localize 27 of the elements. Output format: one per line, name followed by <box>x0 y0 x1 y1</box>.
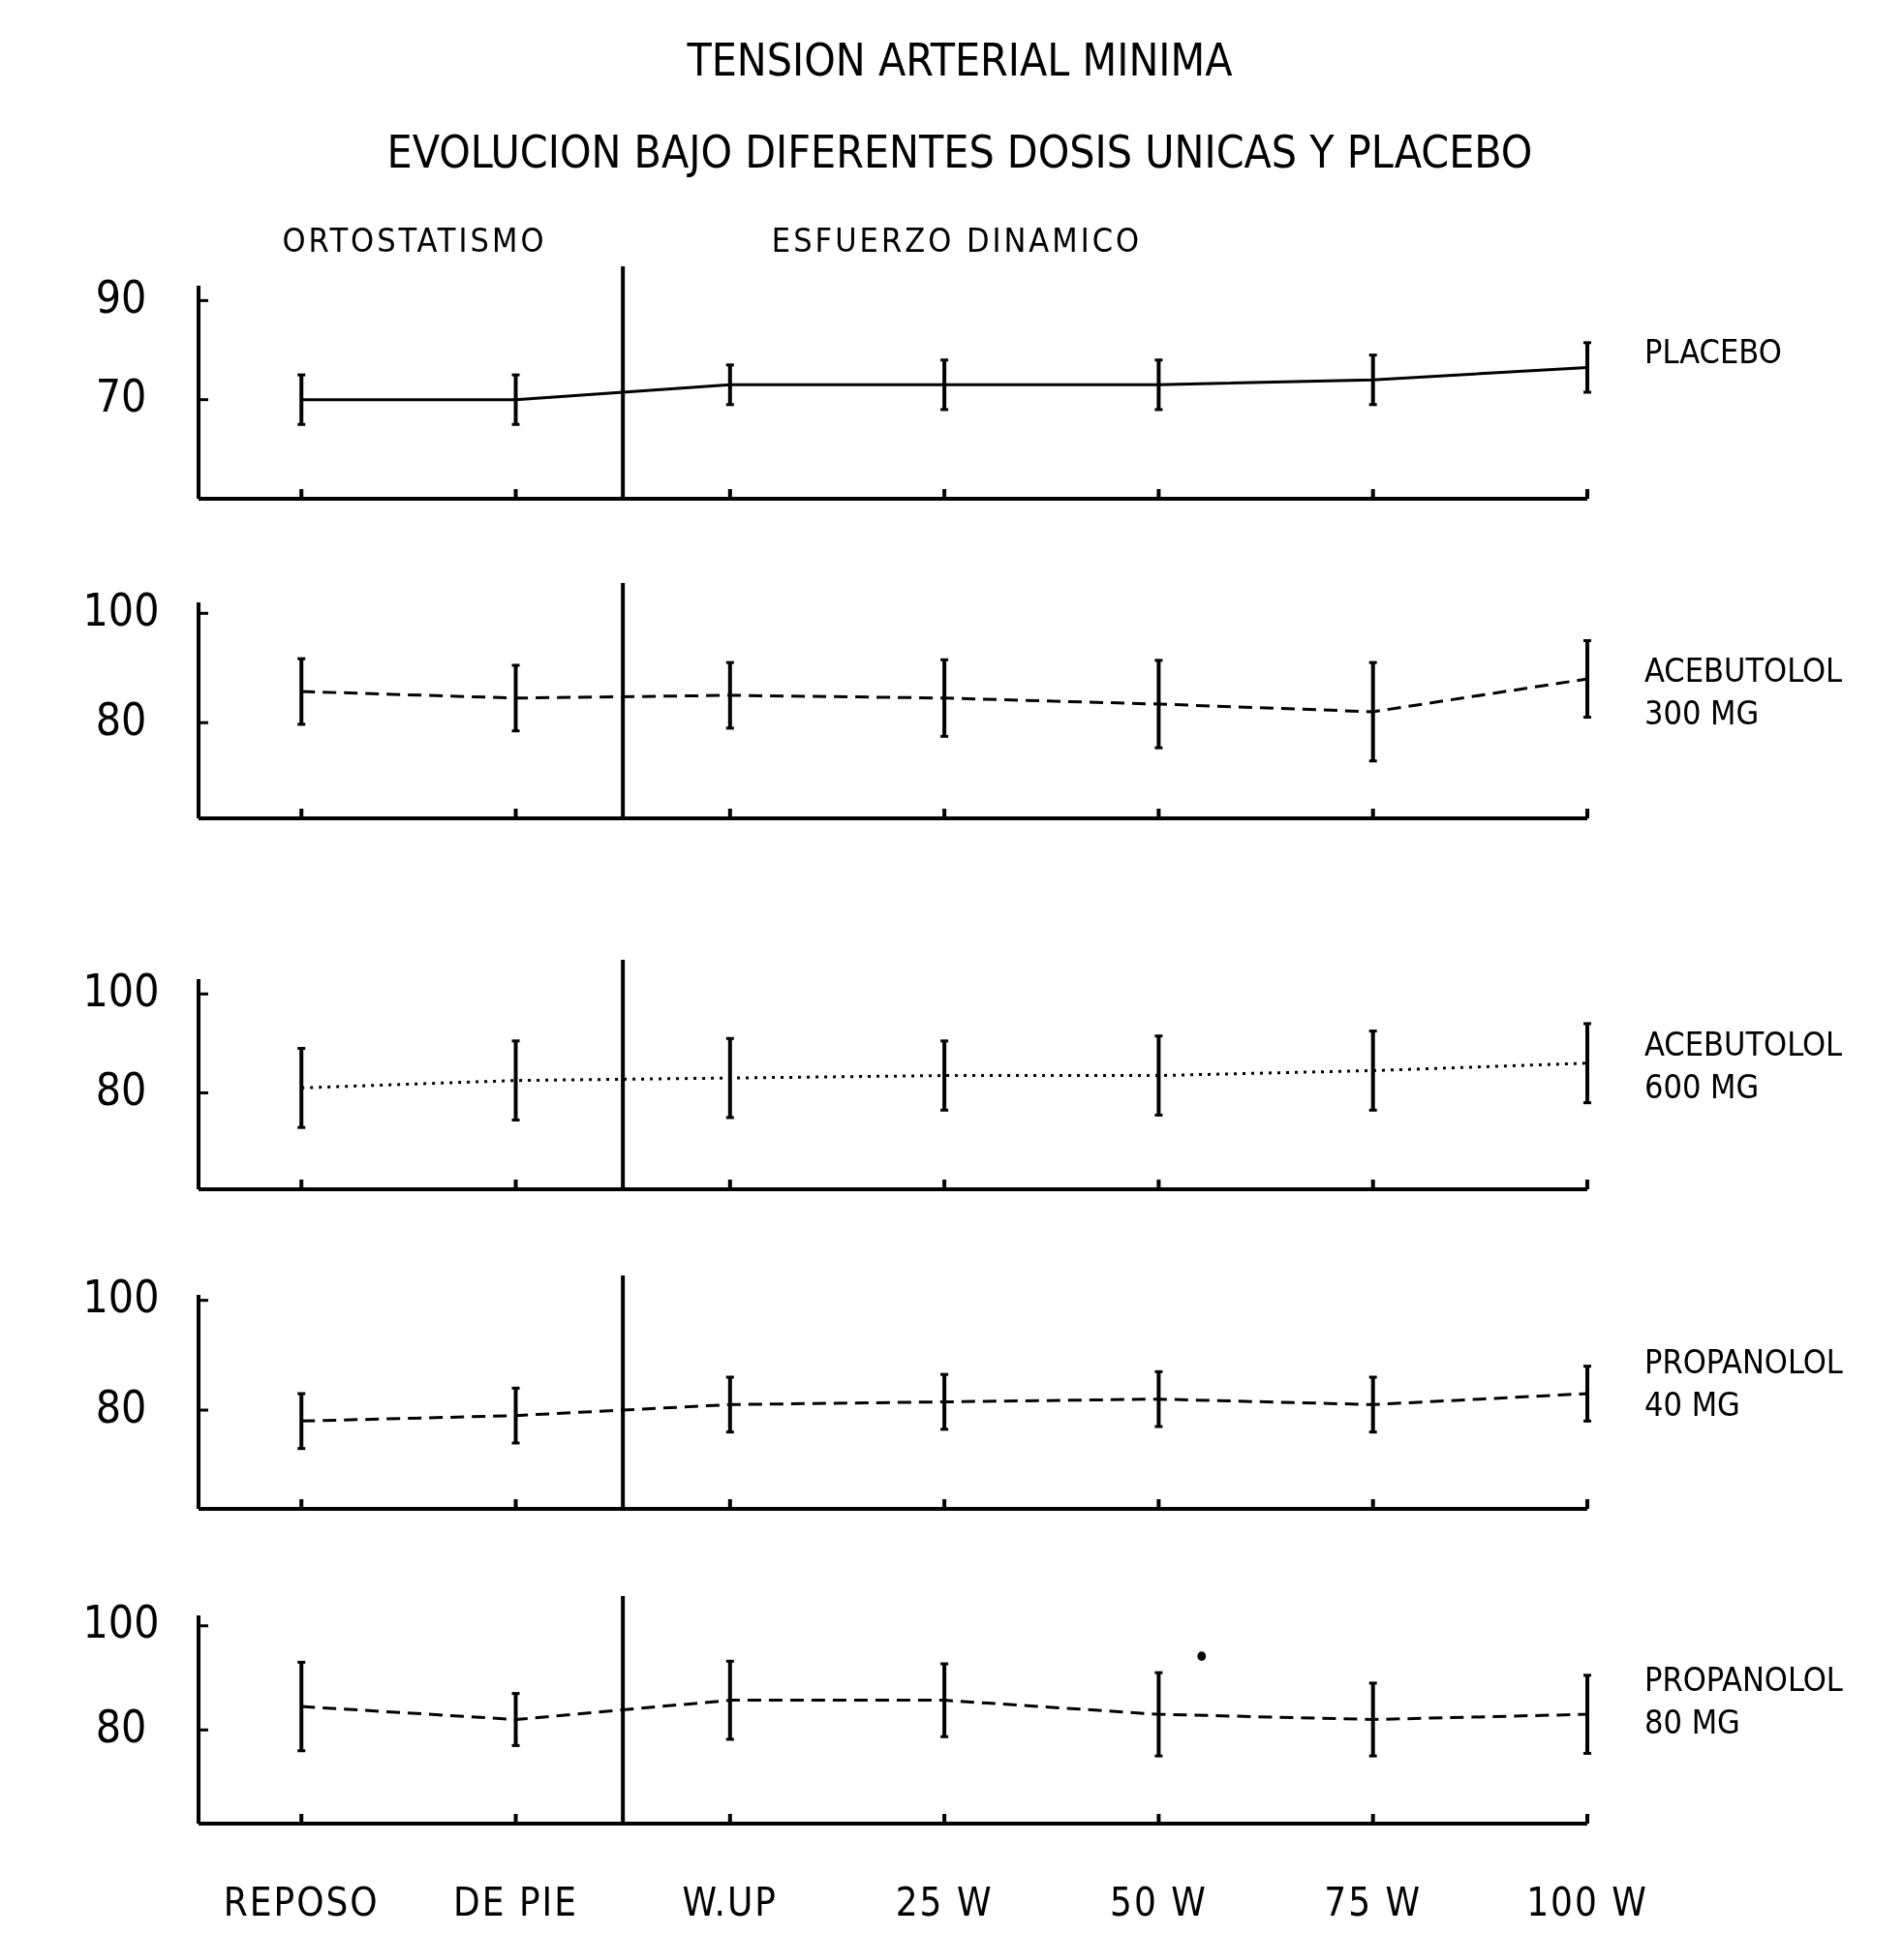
y-tick-label: 70 <box>95 370 147 423</box>
y-tick-label: 80 <box>95 1062 147 1116</box>
y-tick-label: 100 <box>82 964 160 1017</box>
x-tick-label: 100 W <box>1526 1880 1648 1924</box>
annotation: • <box>1192 1637 1211 1676</box>
series-label: PLACEBO <box>1644 332 1782 371</box>
text: ESFUERZO DINAMICO <box>771 221 1143 260</box>
y-tick-label: 100 <box>82 1271 160 1324</box>
x-tick-label: REPOSO <box>223 1880 380 1924</box>
series-label: PROPANOLOL 40 MG <box>1644 1341 1843 1424</box>
series-label: ACEBUTOLOL 600 MG <box>1644 1024 1843 1106</box>
y-tick-label: 100 <box>82 583 160 636</box>
chart-subtitle: EVOLUCION BAJO DIFERENTES DOSIS UNICAS Y PLACEBO <box>386 126 1533 178</box>
x-tick-label: DE PIE <box>453 1880 578 1924</box>
y-tick-label: 80 <box>95 692 147 746</box>
y-tick-label: 90 <box>95 270 147 323</box>
y-tick-label: 80 <box>95 1700 147 1753</box>
series-label: PROPANOLOL 80 MG <box>1644 1659 1843 1741</box>
y-tick-label: 100 <box>82 1596 160 1649</box>
x-tick-label: 25 W <box>895 1880 994 1924</box>
text: ORTOSTATISMO <box>282 221 547 260</box>
x-tick-label: 50 W <box>1110 1880 1208 1924</box>
x-tick-label: 75 W <box>1324 1880 1423 1924</box>
series-label: ACEBUTOLOL 300 MG <box>1644 650 1843 732</box>
chart-title: TENSION ARTERIAL MINIMA <box>686 34 1233 86</box>
y-tick-label: 80 <box>95 1380 147 1433</box>
x-tick-label: W.UP <box>682 1880 779 1924</box>
